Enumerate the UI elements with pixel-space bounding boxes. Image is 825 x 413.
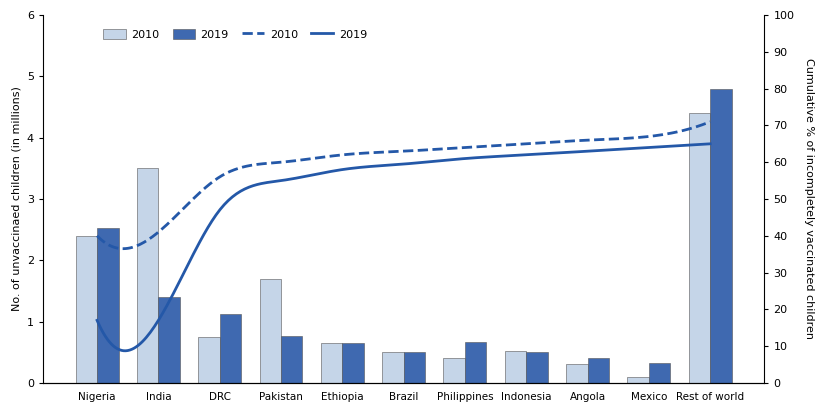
Bar <box>587 358 609 383</box>
Bar <box>321 343 342 383</box>
Bar <box>158 297 180 383</box>
Bar <box>97 228 119 383</box>
Bar <box>465 342 487 383</box>
Bar <box>198 337 219 383</box>
Bar <box>648 363 670 383</box>
Bar <box>342 343 364 383</box>
Bar <box>710 89 732 383</box>
Bar <box>382 352 403 383</box>
Legend: 2010, 2019, 2010, 2019: 2010, 2019, 2010, 2019 <box>99 24 371 44</box>
Bar <box>689 113 710 383</box>
Bar <box>281 336 303 383</box>
Y-axis label: Cumulative % of incompletely vaccinated children: Cumulative % of incompletely vaccinated … <box>804 59 814 339</box>
Bar <box>260 279 281 383</box>
Bar <box>137 169 158 383</box>
Bar <box>219 314 241 383</box>
Bar <box>76 236 97 383</box>
Bar <box>627 377 648 383</box>
Bar <box>505 351 526 383</box>
Bar <box>566 365 587 383</box>
Bar <box>403 352 425 383</box>
Y-axis label: No. of unvaccinaed children (in millions): No. of unvaccinaed children (in millions… <box>11 87 21 311</box>
Bar <box>526 352 548 383</box>
Bar <box>444 358 465 383</box>
